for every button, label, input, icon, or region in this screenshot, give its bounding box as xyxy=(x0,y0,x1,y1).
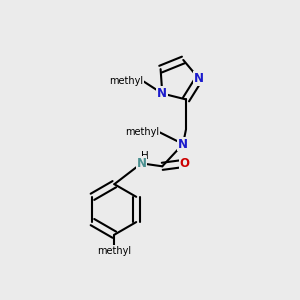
Text: N: N xyxy=(178,137,188,151)
Text: methyl: methyl xyxy=(125,127,159,137)
Text: methyl: methyl xyxy=(97,246,131,256)
Text: N: N xyxy=(194,72,204,85)
Text: N: N xyxy=(136,157,146,170)
Text: O: O xyxy=(179,157,190,170)
Text: N: N xyxy=(157,87,167,100)
Text: H: H xyxy=(140,151,148,161)
Text: methyl: methyl xyxy=(109,76,143,86)
